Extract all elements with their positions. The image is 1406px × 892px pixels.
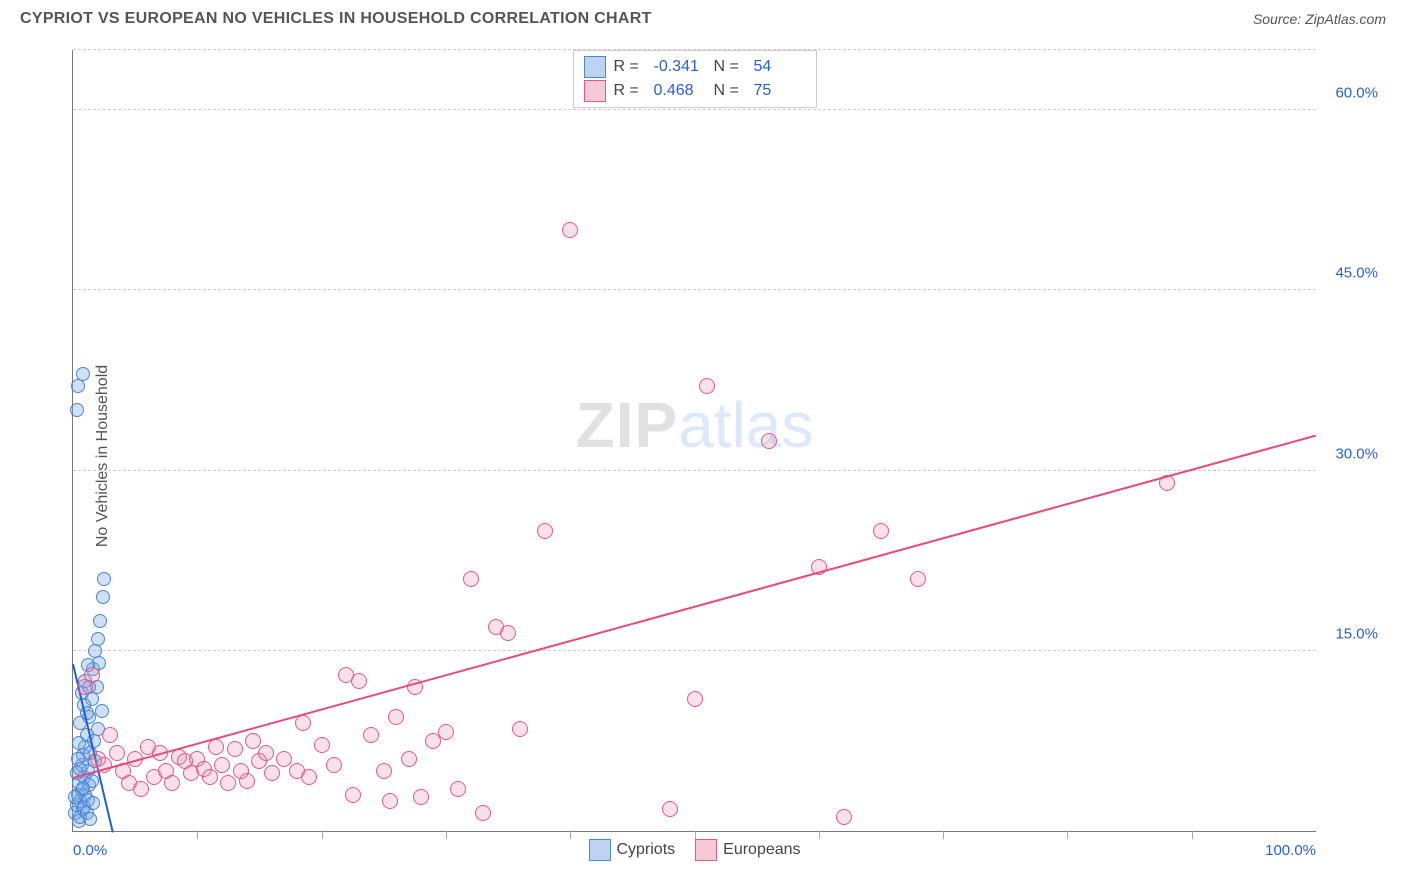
trend-line <box>73 435 1317 779</box>
data-point <box>91 632 105 646</box>
data-point <box>687 691 703 707</box>
y-tick-label: 45.0% <box>1335 265 1378 282</box>
data-point <box>413 789 429 805</box>
legend-row: R = 0.468 N = 75 <box>584 79 806 103</box>
data-point <box>450 781 466 797</box>
r-value: -0.341 <box>654 55 706 79</box>
r-value: 0.468 <box>654 79 706 103</box>
data-point <box>401 751 417 767</box>
n-label: N = <box>714 79 746 103</box>
data-point <box>326 757 342 773</box>
gridline <box>73 650 1316 651</box>
gridline <box>73 109 1316 110</box>
data-point <box>93 614 107 628</box>
x-tick <box>322 831 323 839</box>
data-point <box>84 667 100 683</box>
x-tick-label: 0.0% <box>73 842 107 859</box>
data-point <box>239 773 255 789</box>
data-point <box>202 769 218 785</box>
data-point <box>537 523 553 539</box>
data-point <box>512 721 528 737</box>
data-point <box>873 523 889 539</box>
data-point <box>83 812 97 826</box>
data-point <box>301 769 317 785</box>
x-tick <box>570 831 571 839</box>
legend-row: R = -0.341 N = 54 <box>584 55 806 79</box>
data-point <box>500 625 516 641</box>
data-point <box>363 727 379 743</box>
r-label: R = <box>614 55 646 79</box>
x-tick <box>446 831 447 839</box>
y-tick-label: 60.0% <box>1335 85 1378 102</box>
data-point <box>314 737 330 753</box>
n-value: 75 <box>754 79 806 103</box>
data-point <box>71 379 85 393</box>
data-point <box>699 378 715 394</box>
data-point <box>208 739 224 755</box>
data-point <box>562 222 578 238</box>
legend-swatch <box>584 80 606 102</box>
x-tick <box>695 831 696 839</box>
data-point <box>102 727 118 743</box>
chart-container: No Vehicles in Household ZIPatlas R =-0.… <box>20 40 1386 872</box>
data-point <box>836 809 852 825</box>
watermark: ZIPatlas <box>576 388 814 462</box>
data-point <box>264 765 280 781</box>
gridline <box>73 289 1316 290</box>
data-point <box>382 793 398 809</box>
series-legend: Cypriots Europeans <box>588 839 800 861</box>
data-point <box>351 673 367 689</box>
legend-item: Cypriots <box>588 839 675 861</box>
legend-swatch <box>588 839 610 861</box>
x-tick <box>197 831 198 839</box>
data-point <box>662 801 678 817</box>
data-point <box>910 571 926 587</box>
data-point <box>70 403 84 417</box>
n-label: N = <box>714 55 746 79</box>
data-point <box>220 775 236 791</box>
data-point <box>109 745 125 761</box>
plot-area: ZIPatlas R =-0.341N =54R =0.468N =75 Cyp… <box>72 50 1316 832</box>
x-tick <box>1192 831 1193 839</box>
legend-label: Cypriots <box>616 841 675 859</box>
x-tick <box>1067 831 1068 839</box>
data-point <box>76 367 90 381</box>
data-point <box>345 787 361 803</box>
data-point <box>95 704 109 718</box>
x-tick <box>819 831 820 839</box>
r-label: R = <box>614 79 646 103</box>
source-attribution: Source: ZipAtlas.com <box>1253 11 1386 27</box>
data-point <box>388 709 404 725</box>
correlation-legend: R = -0.341 N = 54 R = 0.468 N = 75 <box>573 50 817 108</box>
data-point <box>133 781 149 797</box>
legend-swatch <box>584 56 606 78</box>
data-point <box>68 790 82 804</box>
y-tick-label: 15.0% <box>1335 625 1378 642</box>
data-point <box>376 763 392 779</box>
data-point <box>475 805 491 821</box>
data-point <box>72 736 86 750</box>
data-point <box>463 571 479 587</box>
gridline <box>73 470 1316 471</box>
legend-item: Europeans <box>695 839 800 861</box>
data-point <box>258 745 274 761</box>
data-point <box>227 741 243 757</box>
legend-label: Europeans <box>723 841 800 859</box>
legend-swatch <box>695 839 717 861</box>
data-point <box>214 757 230 773</box>
chart-title: CYPRIOT VS EUROPEAN NO VEHICLES IN HOUSE… <box>20 10 652 28</box>
x-tick <box>943 831 944 839</box>
data-point <box>86 796 100 810</box>
x-tick-label: 100.0% <box>1265 842 1316 859</box>
data-point <box>97 572 111 586</box>
data-point <box>295 715 311 731</box>
data-point <box>438 724 454 740</box>
data-point <box>761 433 777 449</box>
y-tick-label: 30.0% <box>1335 445 1378 462</box>
n-value: 54 <box>754 55 806 79</box>
data-point <box>96 590 110 604</box>
data-point <box>164 775 180 791</box>
